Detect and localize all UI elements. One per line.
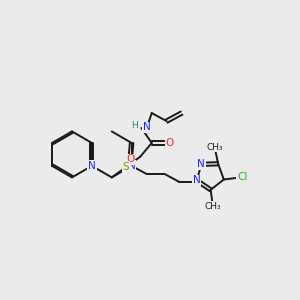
Text: O: O	[166, 138, 174, 148]
Text: N: N	[143, 122, 151, 132]
Text: S: S	[123, 162, 129, 172]
Text: N: N	[193, 176, 201, 185]
Text: N: N	[197, 159, 205, 169]
Text: N: N	[128, 161, 136, 171]
Text: CH₃: CH₃	[206, 143, 223, 152]
Text: O: O	[126, 154, 134, 164]
Text: H: H	[131, 121, 138, 130]
Text: N: N	[88, 161, 96, 171]
Text: Cl: Cl	[237, 172, 247, 182]
Text: CH₃: CH₃	[205, 202, 221, 211]
